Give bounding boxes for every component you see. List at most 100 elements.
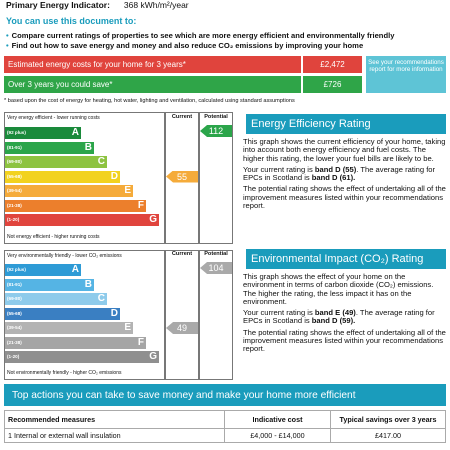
- env-band-range: (39-54): [7, 325, 22, 330]
- savings-cell: £417.00: [330, 428, 446, 443]
- energy-band-c: (69-80) C: [5, 156, 107, 168]
- primary-energy-indicator: Primary Energy Indicator: 368 kWh/m²/year: [6, 0, 189, 10]
- env-band-range: (69-80): [7, 296, 22, 301]
- energy-potential-arrow: 112: [200, 125, 232, 137]
- energy-band-range: (69-80): [7, 159, 22, 164]
- energy-efficiency-description: This graph shows the current efficiency …: [243, 137, 447, 213]
- env-current-column: [165, 250, 199, 380]
- env-band-range: (21-38): [7, 339, 22, 345]
- bullet-text: Find out how to save energy and money an…: [11, 41, 364, 50]
- energy-potential-header: Potential: [204, 114, 228, 120]
- eer-paragraph-1: This graph shows the current efficiency …: [243, 137, 446, 163]
- energy-top-note: Very energy efficient - lower running co…: [7, 115, 100, 121]
- energy-band-e: (39-54) E: [5, 185, 133, 197]
- env-band-a: (92 plus) A: [5, 264, 81, 276]
- energy-band-letter: F: [137, 199, 144, 211]
- energy-band-range: (39-54): [7, 188, 22, 193]
- costs-footnote: * based upon the cost of energy for heat…: [4, 98, 295, 104]
- savings-value: £726: [303, 76, 362, 93]
- header-savings: Typical savings over 3 years: [330, 410, 446, 429]
- eir-paragraph-3: The potential rating shows the effect of…: [243, 327, 446, 354]
- energy-potential-column: [199, 112, 233, 244]
- env-band-g: (1-20) G: [5, 351, 159, 363]
- cost-cell: £4,000 - £14,000: [224, 428, 331, 443]
- env-band-letter: D: [110, 307, 118, 319]
- env-band-range: (81-91): [7, 281, 22, 287]
- energy-band-f: (21-38) F: [5, 199, 146, 212]
- env-potential-column: [199, 250, 233, 380]
- env-potential-value: 104: [208, 263, 224, 273]
- eer-paragraph-3: The potential rating shows the effect of…: [243, 184, 446, 211]
- energy-bottom-note: Not energy efficient - higher running co…: [7, 234, 100, 240]
- env-band-c: (69-80) C: [5, 293, 107, 305]
- header-measures: Recommended measures: [4, 410, 225, 429]
- energy-band-range: (21-38): [7, 202, 22, 208]
- env-band-letter: F: [137, 336, 144, 348]
- energy-band-range: (1-20): [7, 217, 20, 222]
- env-top-note: Very environmentally friendly - lower CO…: [7, 253, 122, 259]
- table-row: 1 Internal or external wall insulation £…: [4, 428, 446, 443]
- bullet-icon: •: [6, 41, 9, 50]
- energy-efficiency-title: Energy Efficiency Rating: [246, 114, 446, 134]
- environmental-impact-title: Environmental Impact (CO₂) Rating: [246, 249, 446, 269]
- environmental-impact-description: This graph shows the effect of your home…: [243, 272, 447, 357]
- pei-value: 368 kWh/m²/year: [123, 0, 189, 10]
- env-band-letter: A: [71, 264, 79, 275]
- use-document-bullets: • Compare current ratings of properties t…: [6, 31, 446, 51]
- energy-band-letter: D: [110, 170, 118, 182]
- estimated-costs-label: Estimated energy costs for your home for…: [4, 56, 301, 73]
- table-header-row: Recommended measures Indicative cost Typ…: [4, 410, 446, 429]
- env-band-range: (1-20): [7, 354, 20, 359]
- energy-efficiency-chart: Very energy efficient - lower running co…: [4, 112, 165, 244]
- environmental-impact-chart: Very environmentally friendly - lower CO…: [4, 250, 165, 380]
- energy-band-range: (92 plus): [7, 130, 26, 135]
- env-current-value: 49: [176, 323, 187, 333]
- energy-band-letter: E: [124, 185, 131, 196]
- estimated-costs-value: £2,472: [303, 56, 362, 73]
- env-band-letter: C: [97, 293, 105, 304]
- energy-band-g: (1-20) G: [5, 214, 159, 226]
- see-recommendations-box: See your recommendations report for more…: [366, 56, 446, 93]
- energy-band-a: (92 plus) A: [5, 127, 81, 139]
- energy-current-arrow: 55: [166, 170, 198, 183]
- pei-label: Primary Energy Indicator:: [6, 0, 110, 10]
- energy-band-letter: A: [71, 127, 79, 138]
- env-current-header: Current: [171, 251, 193, 257]
- env-current-arrow: 49: [166, 322, 198, 334]
- eir-paragraph-2: Your current rating is band E (49). The …: [243, 308, 435, 326]
- env-band-f: (21-38) F: [5, 336, 146, 349]
- energy-band-range: (81-91): [7, 144, 22, 150]
- recommendations-table: Recommended measures Indicative cost Typ…: [4, 410, 446, 443]
- savings-label: Over 3 years you could save*: [4, 76, 301, 93]
- energy-current-column: [165, 112, 199, 244]
- env-band-range: (92 plus): [7, 267, 26, 272]
- estimated-costs-row: Estimated energy costs for your home for…: [4, 56, 362, 73]
- env-band-e: (39-54) E: [5, 322, 133, 334]
- bullet-item: • Compare current ratings of properties t…: [6, 31, 446, 41]
- energy-band-range: (55-68): [7, 173, 22, 179]
- energy-band-letter: G: [149, 214, 157, 225]
- env-band-b: (81-91) B: [5, 278, 94, 291]
- bullet-icon: •: [6, 31, 9, 40]
- bullet-text: Compare current ratings of properties to…: [11, 31, 395, 40]
- env-band-letter: E: [124, 322, 131, 333]
- env-potential-header: Potential: [204, 251, 228, 257]
- eir-paragraph-1: This graph shows the effect of your home…: [243, 272, 434, 306]
- energy-band-letter: C: [97, 156, 105, 167]
- bullet-item: • Find out how to save energy and money a…: [6, 41, 446, 51]
- top-actions-title: Top actions you can take to save money a…: [4, 384, 446, 406]
- savings-row: Over 3 years you could save* £726: [4, 76, 362, 93]
- env-band-letter: G: [149, 351, 157, 362]
- energy-current-value: 55: [176, 171, 187, 182]
- header-cost: Indicative cost: [224, 410, 331, 429]
- eer-paragraph-2: Your current rating is band D (55). The …: [243, 164, 436, 183]
- energy-band-d: (55-68) D: [5, 170, 120, 183]
- env-bottom-note: Not environmentally friendly - higher CO…: [7, 370, 122, 376]
- env-band-letter: B: [84, 278, 92, 290]
- env-band-d: (55-68) D: [5, 307, 120, 320]
- env-potential-arrow: 104: [200, 262, 232, 274]
- energy-current-header: Current: [171, 114, 193, 120]
- env-band-range: (55-68): [7, 310, 22, 316]
- energy-band-b: (81-91) B: [5, 141, 94, 154]
- energy-potential-value: 112: [208, 126, 224, 136]
